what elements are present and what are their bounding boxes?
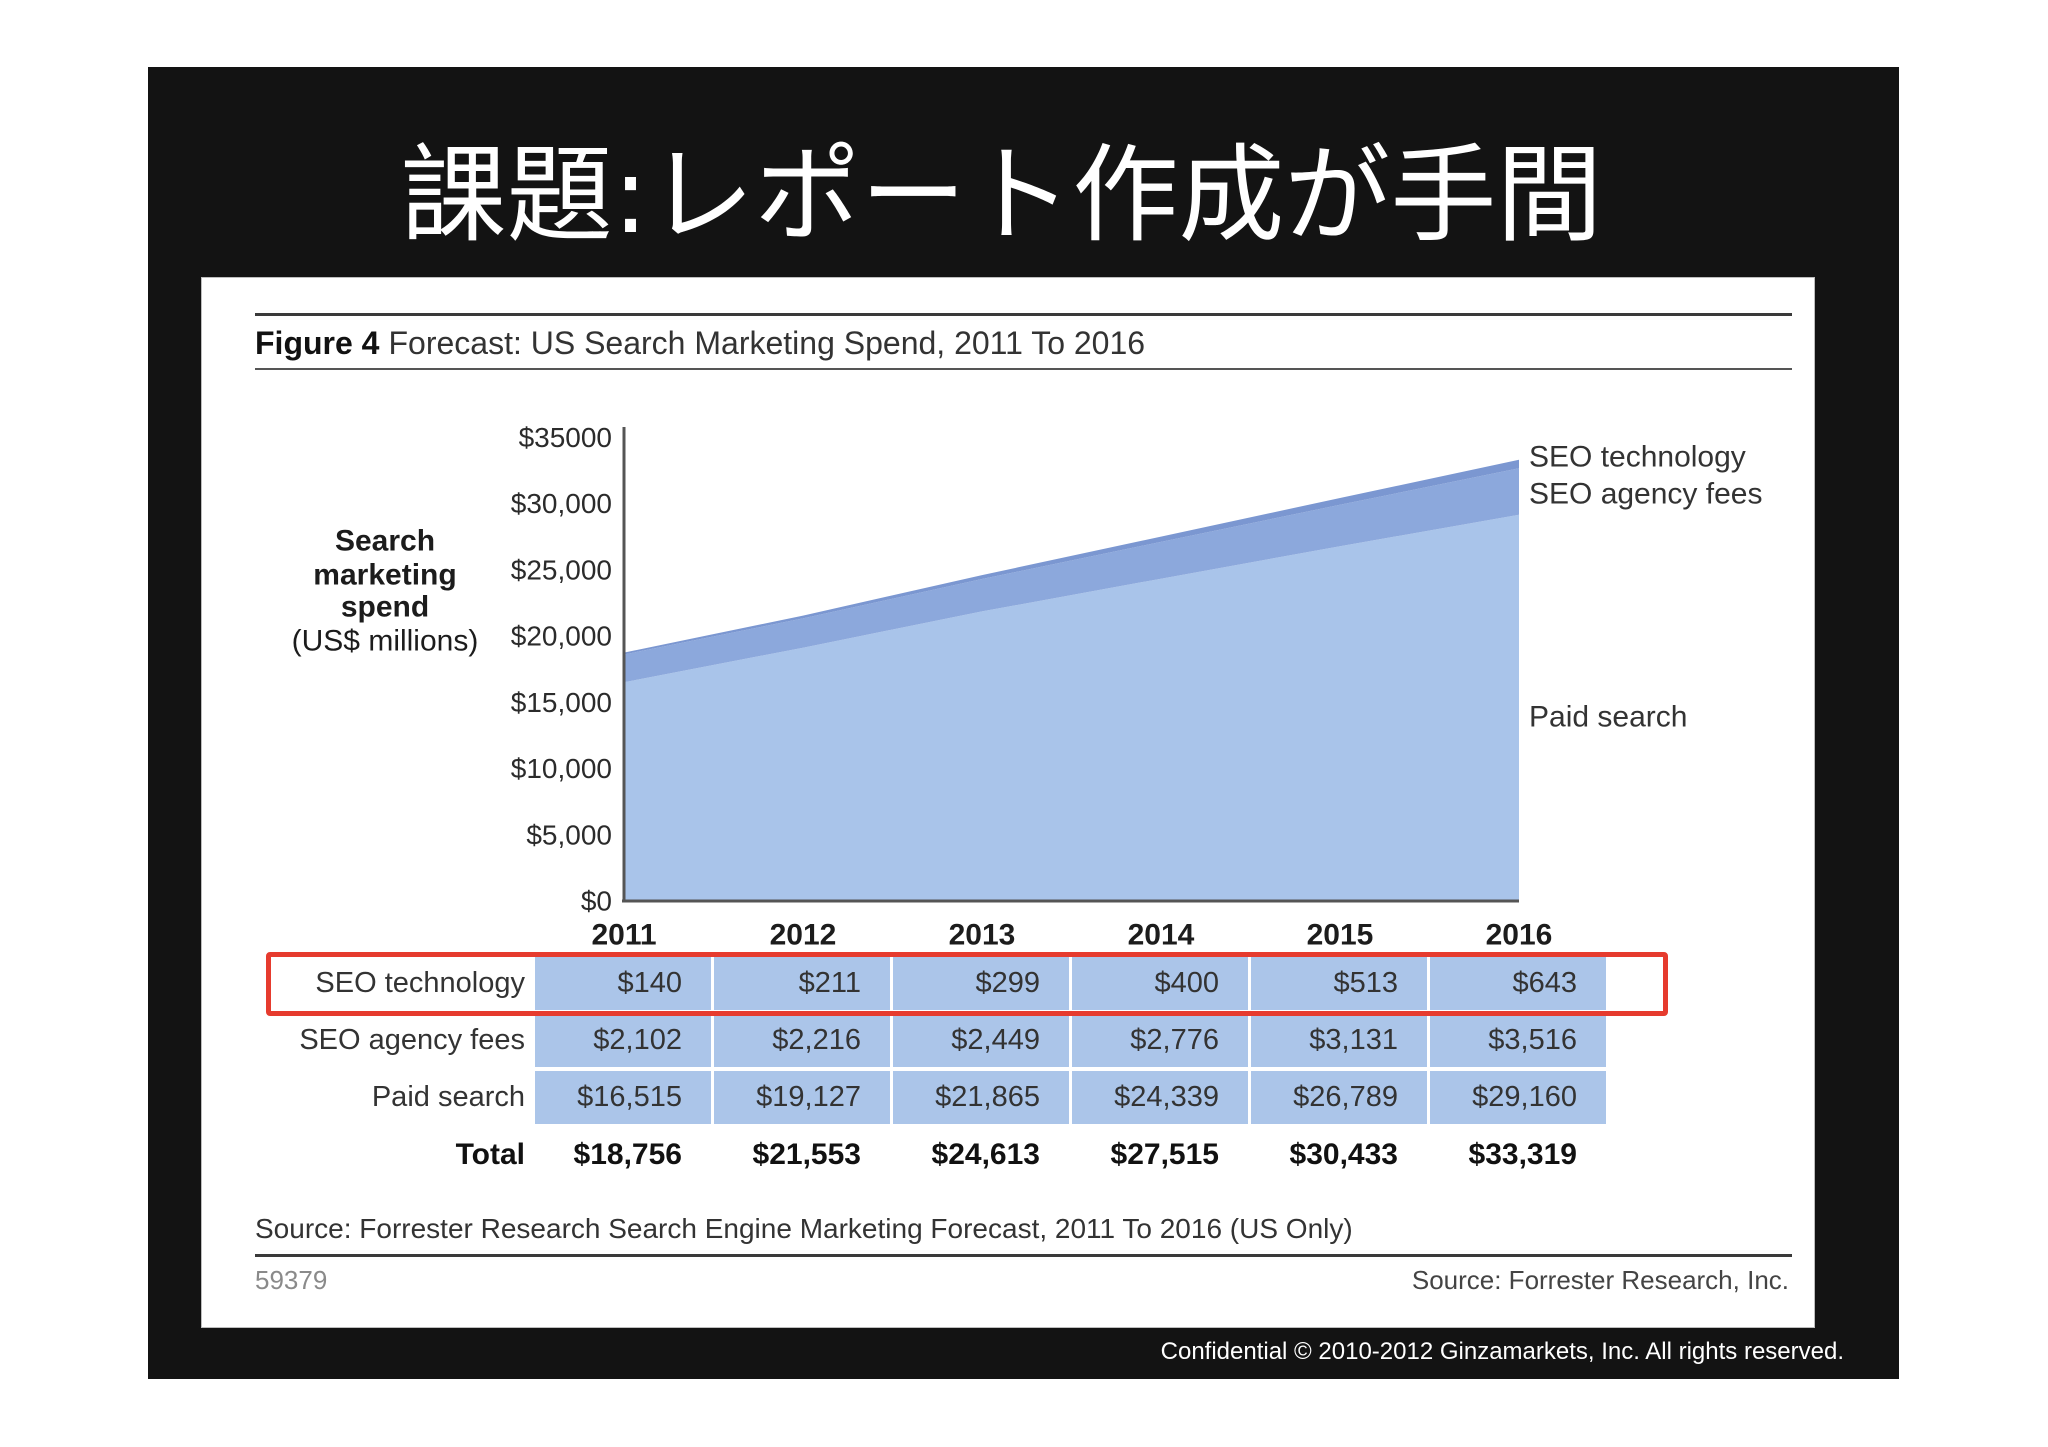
figure-source: Source: Forrester Research Search Engine… — [255, 1213, 1353, 1244]
y-tick-label: $30,000 — [511, 488, 612, 519]
table-cell: $24,613 — [931, 1138, 1040, 1171]
area-chart: $0 $5,000 $10,000 $15,000 $20,000 $25,000 $30,… — [292, 422, 1763, 952]
table-cell: $29,160 — [1430, 1071, 1606, 1124]
table-cell: $211 — [714, 957, 890, 1010]
table-row-total: Total $18,756 $21,553 $24,613 $27,515 $30,433… — [202, 1128, 1606, 1181]
area-seo-agency-fees — [624, 468, 1519, 683]
figure-bottom-rule — [255, 1254, 1792, 1257]
y-tick-label: $25,000 — [511, 554, 612, 585]
area-paid-search — [624, 514, 1519, 901]
figure-panel: Figure 4 Forecast: US Search Marketing Sp… — [202, 278, 1814, 1327]
slide: 課題:レポート作成が手間 Figure 4 Forecast: US Search… — [148, 67, 1899, 1379]
table-cell: $2,776 — [1072, 1014, 1248, 1067]
table-cell: $3,516 — [1430, 1014, 1606, 1067]
table-cell: $3,131 — [1251, 1014, 1427, 1067]
data-table: SEO technology $140 $211 $299 $400 $513 $643 SE… — [202, 957, 1606, 1185]
figure-heading: Figure 4 Forecast: US Search Marketing Sp… — [255, 325, 1145, 361]
highlight-box — [266, 952, 1668, 1016]
table-row-seo-agency-fees: SEO agency fees $2,102 $2,216 $2,449 $2,776 $… — [202, 1014, 1606, 1067]
table-cell: $2,449 — [893, 1014, 1069, 1067]
table-cell: $21,865 — [893, 1071, 1069, 1124]
area-marks — [624, 459, 1519, 901]
table-cell: $24,339 — [1072, 1071, 1248, 1124]
series-label-seo-technology: SEO technology — [1529, 441, 1746, 474]
table-cell: $140 — [535, 957, 711, 1010]
table-cell: $2,216 — [714, 1014, 890, 1067]
table-cell: $16,515 — [535, 1071, 711, 1124]
figure-credit: Source: Forrester Research, Inc. — [1411, 1265, 1789, 1295]
table-cell: $27,515 — [1110, 1138, 1219, 1171]
table-cell: $299 — [893, 957, 1069, 1010]
table-cell: $513 — [1251, 957, 1427, 1010]
area-seo-technology — [624, 459, 1519, 655]
x-tick-label: 2014 — [1128, 919, 1195, 952]
y-tick-label: $20,000 — [511, 621, 612, 652]
table-cell: $30,433 — [1289, 1138, 1398, 1171]
x-tick-labels: 2011 2012 2013 2014 2015 2016 — [591, 919, 1552, 952]
figure-heading-rule — [255, 368, 1792, 370]
table-cell: $643 — [1430, 957, 1606, 1010]
series-labels: SEO technology SEO agency fees Paid sear… — [1529, 441, 1762, 734]
table-cell: $19,127 — [714, 1071, 890, 1124]
figure-top-rule — [255, 313, 1792, 316]
table-row-label: Total — [455, 1138, 525, 1171]
table-gap — [525, 1014, 535, 1067]
table-row-label: SEO technology — [315, 967, 525, 999]
table-row-paid-search: Paid search $16,515 $19,127 $21,865 $24,339 $… — [202, 1071, 1606, 1124]
y-axis-title: Search marketing spend (US$ millions) — [292, 525, 479, 658]
y-axis-title-line: spend — [341, 591, 429, 624]
table-row-label: Paid search — [371, 1081, 525, 1113]
series-label-seo-agency-fees: SEO agency fees — [1529, 478, 1762, 511]
x-tick-label: 2015 — [1307, 919, 1374, 952]
x-tick-label: 2011 — [591, 919, 656, 952]
table-cell: $21,553 — [752, 1138, 861, 1171]
table-gap — [525, 1128, 535, 1181]
y-tick-label: $10,000 — [511, 753, 612, 784]
figure-id: 59379 — [255, 1265, 328, 1295]
table-gap — [525, 1071, 535, 1124]
table-cell: $18,756 — [573, 1138, 682, 1171]
x-tick-label: 2013 — [949, 919, 1016, 952]
table-cell: $2,102 — [535, 1014, 711, 1067]
table-cell: $400 — [1072, 957, 1248, 1010]
y-tick-label: $0 — [581, 886, 612, 917]
y-tick-label: $5,000 — [526, 819, 612, 850]
y-tick-label: $15,000 — [511, 687, 612, 718]
y-axis-title-line: marketing — [313, 559, 456, 592]
x-tick-label: 2012 — [770, 919, 837, 952]
table-cell: $33,319 — [1468, 1138, 1577, 1171]
table-row-seo-technology: SEO technology $140 $211 $299 $400 $513 $643 — [202, 957, 1606, 1010]
y-tick-label: $35000 — [519, 422, 612, 453]
confidential-footer: Confidential © 2010-2012 Ginzamarkets, I… — [1160, 1338, 1844, 1365]
y-tick-labels: $0 $5,000 $10,000 $15,000 $20,000 $25,000 $30,… — [511, 422, 612, 917]
x-tick-label: 2016 — [1486, 919, 1553, 952]
chart-title: Forecast: US Search Marketing Spend, 201… — [388, 325, 1146, 361]
table-row-label: SEO agency fees — [299, 1024, 525, 1056]
figure-label: Figure 4 — [255, 325, 380, 361]
table-cell: $26,789 — [1251, 1071, 1427, 1124]
slide-title: 課題:レポート作成が手間 — [400, 134, 1603, 257]
y-axis-title-line: Search — [335, 525, 435, 558]
series-label-paid-search: Paid search — [1529, 701, 1687, 734]
y-axis-unit: (US$ millions) — [292, 625, 479, 658]
